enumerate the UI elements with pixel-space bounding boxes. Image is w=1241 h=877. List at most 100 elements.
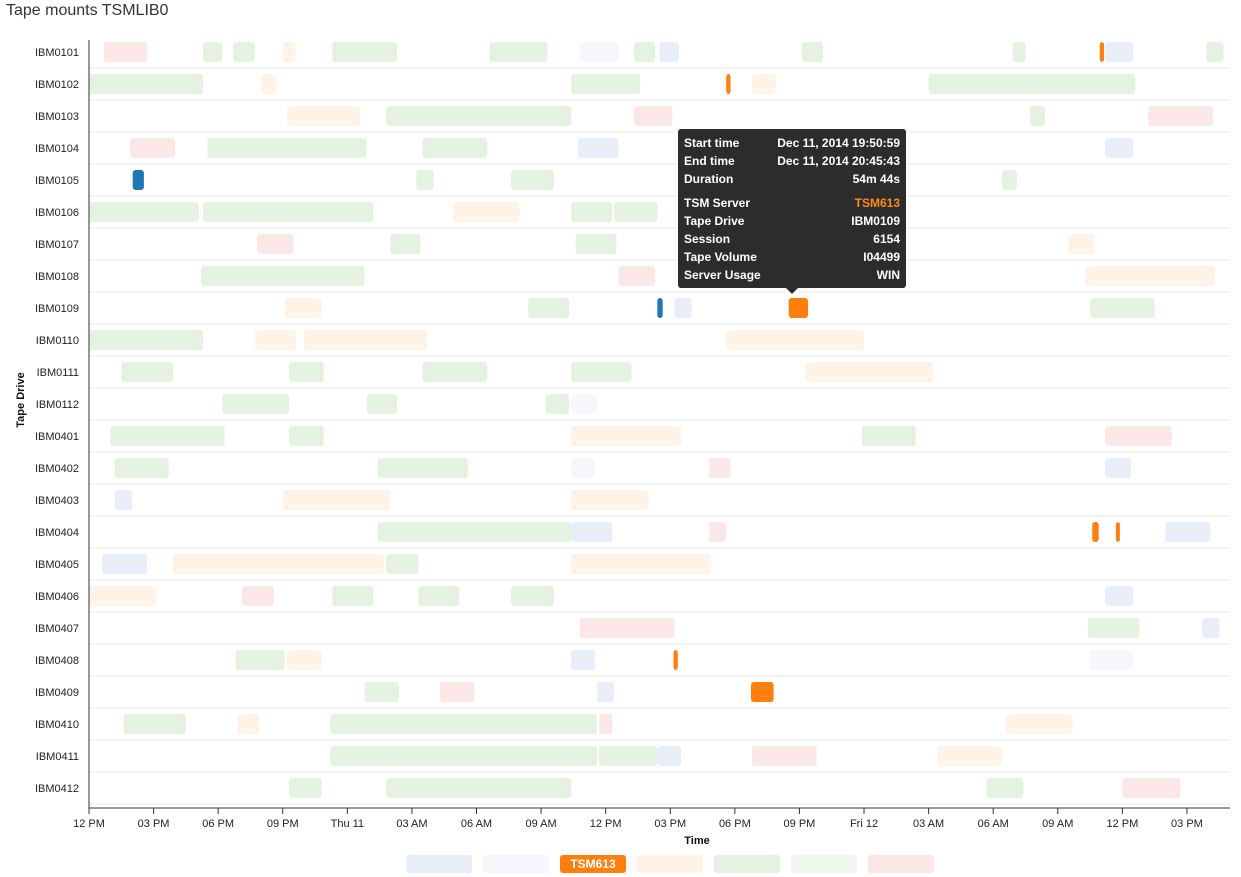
mount-bar[interactable] <box>364 682 400 702</box>
mount-bar[interactable] <box>386 778 572 798</box>
mount-bar[interactable] <box>377 522 572 542</box>
mount-bar[interactable] <box>287 650 322 670</box>
mount-bar[interactable] <box>726 330 865 350</box>
mount-bar[interactable] <box>289 362 324 382</box>
mount-bar[interactable] <box>1202 618 1220 638</box>
mount-bar[interactable] <box>422 362 488 382</box>
mount-bar[interactable] <box>752 746 817 766</box>
mount-bar[interactable] <box>207 138 367 158</box>
mount-bar[interactable] <box>330 746 598 766</box>
mount-bar[interactable] <box>571 394 598 414</box>
mount-bar[interactable] <box>172 554 384 574</box>
mount-bar[interactable] <box>114 490 133 510</box>
mount-bar[interactable] <box>110 426 225 446</box>
mount-bar[interactable] <box>123 714 186 734</box>
mount-bar[interactable] <box>599 746 658 766</box>
mount-bar[interactable] <box>510 586 555 606</box>
mount-bar[interactable] <box>579 618 675 638</box>
mount-bar[interactable] <box>575 234 617 254</box>
legend-item[interactable] <box>483 855 549 873</box>
mount-bar[interactable] <box>1165 522 1211 542</box>
mount-bar[interactable] <box>1105 586 1134 606</box>
mount-bar[interactable] <box>304 330 427 350</box>
mount-bar[interactable] <box>937 746 1002 766</box>
mount-bar[interactable] <box>1206 42 1224 62</box>
mount-bar[interactable] <box>452 202 520 222</box>
mount-bar[interactable] <box>579 42 619 62</box>
mount-bar[interactable] <box>614 202 658 222</box>
mount-bar[interactable] <box>1001 170 1017 190</box>
mount-bar[interactable] <box>805 362 933 382</box>
mount-bar[interactable] <box>571 490 649 510</box>
mount-bar[interactable] <box>422 138 488 158</box>
mount-bar[interactable] <box>222 394 290 414</box>
mount-bar-highlighted[interactable] <box>1115 522 1120 542</box>
mount-bar[interactable] <box>861 426 916 446</box>
mount-bar[interactable] <box>618 266 656 286</box>
mount-bar-highlighted[interactable] <box>673 650 678 670</box>
mount-bar[interactable] <box>282 490 391 510</box>
mount-bar[interactable] <box>89 74 204 94</box>
mount-bar[interactable] <box>801 42 824 62</box>
mount-bar-highlighted[interactable] <box>657 298 663 318</box>
mount-bar-highlighted[interactable] <box>132 170 144 190</box>
mount-bar[interactable] <box>1006 714 1073 734</box>
mount-bar[interactable] <box>571 522 613 542</box>
mount-bar[interactable] <box>571 74 641 94</box>
mount-bar[interactable] <box>571 202 613 222</box>
mount-bar[interactable] <box>633 42 656 62</box>
mount-bar[interactable] <box>114 458 169 478</box>
mount-bar[interactable] <box>386 554 419 574</box>
mount-bar[interactable] <box>241 586 275 606</box>
mount-bar[interactable] <box>390 234 421 254</box>
mount-bar[interactable] <box>1085 266 1215 286</box>
mount-bar[interactable] <box>597 682 615 702</box>
mount-bar[interactable] <box>256 234 294 254</box>
mount-bar[interactable] <box>386 106 572 126</box>
mount-bar[interactable] <box>1105 458 1131 478</box>
mount-bar[interactable] <box>1068 234 1095 254</box>
mount-bar[interactable] <box>332 586 374 606</box>
mount-bar[interactable] <box>571 426 682 446</box>
mount-bar[interactable] <box>416 170 434 190</box>
mount-bar[interactable] <box>1090 298 1155 318</box>
mount-bar-highlighted[interactable] <box>1092 522 1099 542</box>
mount-bar[interactable] <box>657 746 682 766</box>
mount-bar[interactable] <box>200 266 365 286</box>
mount-bar[interactable] <box>254 330 296 350</box>
mount-bar[interactable] <box>203 42 223 62</box>
mount-bar[interactable] <box>261 74 277 94</box>
mount-bar[interactable] <box>674 298 692 318</box>
legend-item[interactable] <box>637 855 703 873</box>
mount-bar[interactable] <box>571 362 632 382</box>
legend-item[interactable] <box>406 855 472 873</box>
mount-bar[interactable] <box>928 74 1136 94</box>
mount-bar[interactable] <box>284 298 322 318</box>
mount-bar[interactable] <box>439 682 475 702</box>
mount-bar[interactable] <box>89 202 199 222</box>
mount-bar[interactable] <box>489 42 548 62</box>
mount-bar[interactable] <box>571 554 712 574</box>
mount-bar[interactable] <box>287 106 361 126</box>
legend-item[interactable] <box>791 855 857 873</box>
mount-bar[interactable] <box>1105 42 1134 62</box>
mount-bar-highlighted[interactable] <box>750 682 774 702</box>
mount-bar[interactable] <box>282 42 296 62</box>
mount-bar[interactable] <box>633 106 673 126</box>
mount-bar[interactable] <box>1122 778 1181 798</box>
mount-bar[interactable] <box>599 714 613 734</box>
mount-bar[interactable] <box>332 42 397 62</box>
mount-bar[interactable] <box>752 74 776 94</box>
mount-bar[interactable] <box>377 458 468 478</box>
mount-bar[interactable] <box>709 458 731 478</box>
mount-bar-highlighted[interactable] <box>788 298 809 318</box>
legend-item[interactable] <box>714 855 780 873</box>
mount-bar[interactable] <box>1105 426 1172 446</box>
mount-bar[interactable] <box>237 714 260 734</box>
mount-bar[interactable] <box>366 394 397 414</box>
mount-bar[interactable] <box>104 42 148 62</box>
mount-bar[interactable] <box>986 778 1024 798</box>
mount-bar[interactable] <box>89 330 204 350</box>
mount-bar[interactable] <box>1029 106 1045 126</box>
mount-bar[interactable] <box>1090 650 1134 670</box>
